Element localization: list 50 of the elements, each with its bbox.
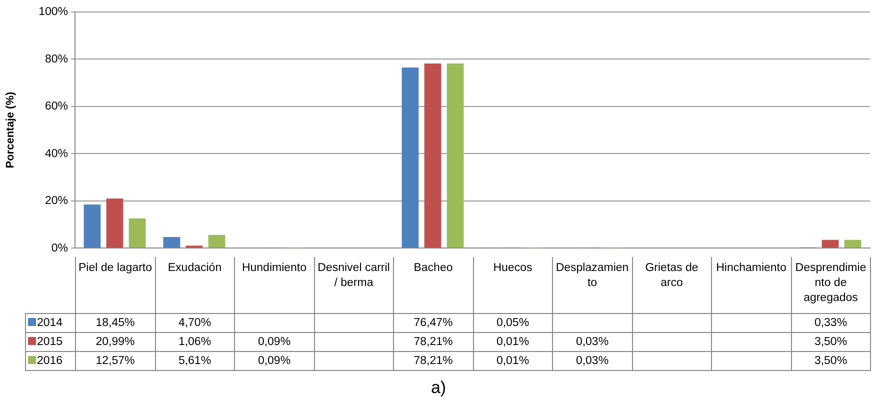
- data-label: 0,01%: [473, 332, 552, 352]
- data-label: 4,70%: [155, 314, 234, 332]
- bar: [84, 204, 101, 248]
- bar: [402, 68, 419, 248]
- data-label: 78,21%: [394, 352, 473, 370]
- data-label: 0,05%: [473, 314, 552, 332]
- x-tick-label: Huecos: [473, 257, 552, 314]
- data-label: 20,99%: [76, 332, 155, 352]
- data-label: 0,03%: [552, 352, 632, 370]
- bar: [106, 198, 124, 248]
- x-tick-label: Desnivel carril / berma: [314, 257, 394, 314]
- data-label: 12,57%: [76, 352, 155, 370]
- data-label: 3,50%: [791, 332, 870, 352]
- bar: [163, 237, 180, 248]
- data-label: 78,21%: [394, 332, 473, 352]
- bar: [446, 63, 464, 248]
- data-label: 1,06%: [155, 332, 234, 352]
- x-tick-label: Hundimiento: [234, 257, 314, 314]
- y-tick-label: 60%: [44, 100, 68, 113]
- data-label: 0,09%: [234, 352, 314, 370]
- y-axis-title: Porcentaje (%): [4, 92, 17, 168]
- data-label: 0,09%: [234, 332, 314, 352]
- text: a): [430, 378, 448, 398]
- data-label: 76,47%: [394, 314, 473, 332]
- x-tick-label: Hinchamiento: [712, 257, 791, 314]
- legend-label: 2014: [26, 314, 76, 332]
- data-label: 0,33%: [791, 314, 870, 332]
- data-label: 18,45%: [76, 314, 155, 332]
- x-tick-label: Exudación: [155, 257, 234, 314]
- data-label: 0,03%: [552, 332, 632, 352]
- bar: [128, 218, 146, 248]
- bar: [822, 240, 839, 248]
- legend-label: 2016: [26, 352, 76, 370]
- bar: [844, 240, 862, 248]
- data-label: 0,01%: [473, 352, 552, 370]
- y-tick-label: 100%: [38, 6, 68, 18]
- bar: [208, 234, 226, 248]
- y-tick-label: 80%: [44, 53, 68, 66]
- y-tick-label: 20%: [44, 195, 68, 208]
- y-tick-label: 40%: [44, 148, 68, 160]
- x-tick-label: Piel de lagarto: [76, 257, 155, 314]
- x-tick-label: Bacheo: [394, 257, 473, 314]
- bar: [424, 63, 442, 248]
- x-tick-label: Grietas de arco: [632, 257, 712, 314]
- y-tick-label: 0%: [51, 242, 68, 254]
- x-tick-label: Desprendimiento de agregados: [791, 257, 870, 314]
- legend-label: 2015: [26, 332, 76, 352]
- data-label: 5,61%: [155, 352, 234, 370]
- x-tick-label: Desplazamiento: [552, 257, 632, 314]
- data-label: 3,50%: [791, 352, 870, 370]
